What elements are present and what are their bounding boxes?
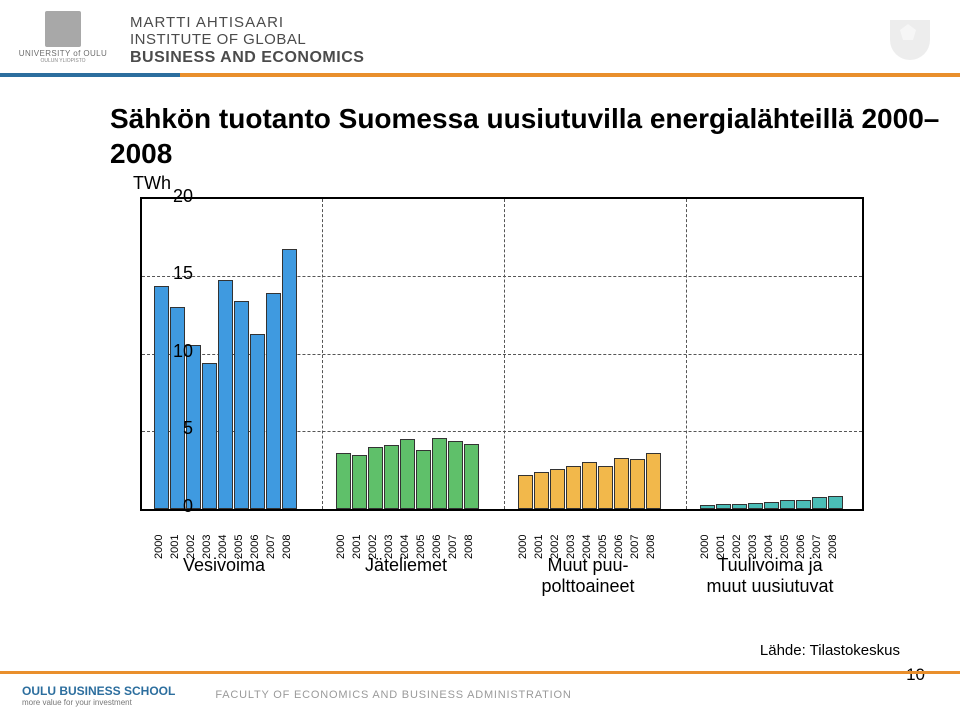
y-tick: 0 xyxy=(163,496,193,517)
x-tick: 2003 xyxy=(382,521,397,559)
uou-sublabel: OULUN YLIOPISTO xyxy=(40,58,85,64)
x-tick: 2000 xyxy=(152,521,167,559)
bar xyxy=(598,466,613,509)
bar xyxy=(282,249,297,509)
category-label: Jäteliemet xyxy=(334,555,478,576)
x-tick: 2006 xyxy=(430,521,445,559)
x-tick: 2002 xyxy=(184,521,199,559)
bar-group xyxy=(336,438,479,509)
bar xyxy=(630,459,645,509)
bar xyxy=(614,458,629,509)
y-tick: 20 xyxy=(163,186,193,207)
y-tick: 15 xyxy=(163,263,193,284)
bar xyxy=(582,462,597,509)
bar xyxy=(416,450,431,509)
x-tick: 2000 xyxy=(698,521,713,559)
x-tick: 2003 xyxy=(746,521,761,559)
x-tick: 2002 xyxy=(366,521,381,559)
bar xyxy=(828,496,843,509)
x-tick: 2007 xyxy=(628,521,643,559)
bar xyxy=(336,453,351,509)
bar xyxy=(170,307,185,509)
x-tick: 2008 xyxy=(280,521,295,559)
x-tick: 2008 xyxy=(644,521,659,559)
x-tick: 2004 xyxy=(398,521,413,559)
bar xyxy=(266,293,281,508)
x-tick: 2002 xyxy=(548,521,563,559)
x-tick: 2001 xyxy=(532,521,547,559)
bar xyxy=(448,441,463,509)
bar xyxy=(796,500,811,509)
source-label: Lähde: Tilastokeskus xyxy=(760,642,900,659)
obs-logo: OULU BUSINESS SCHOOL more value for your… xyxy=(22,684,175,707)
x-tick: 2000 xyxy=(516,521,531,559)
bar xyxy=(518,475,533,509)
institute-name: MARTTI AHTISAARI INSTITUTE OF GLOBAL BUS… xyxy=(130,8,364,67)
bar xyxy=(464,444,479,509)
x-tick: 2008 xyxy=(462,521,477,559)
bar-group xyxy=(518,453,661,509)
x-tick: 2008 xyxy=(826,521,841,559)
bar xyxy=(352,455,367,509)
bar xyxy=(154,286,169,509)
x-tick: 2006 xyxy=(248,521,263,559)
bar xyxy=(400,439,415,509)
header: UNIVERSITY of OULU OULUN YLIOPISTO MARTT… xyxy=(0,0,960,67)
faculty-label: FACULTY OF ECONOMICS AND BUSINESS ADMINI… xyxy=(215,689,571,701)
crest-icon xyxy=(880,10,940,70)
bar xyxy=(534,472,549,509)
category-label: Muut puu-polttoaineet xyxy=(516,555,660,596)
bar xyxy=(550,469,565,509)
uou-label: UNIVERSITY of OULU xyxy=(19,49,107,58)
x-tick: 2001 xyxy=(350,521,365,559)
bar xyxy=(250,334,265,509)
bar xyxy=(432,438,447,509)
x-tick: 2005 xyxy=(232,521,247,559)
x-tick: 2004 xyxy=(580,521,595,559)
x-tick: 2000 xyxy=(334,521,349,559)
y-tick: 10 xyxy=(163,341,193,362)
bar-group xyxy=(154,249,297,509)
x-tick: 2006 xyxy=(794,521,809,559)
plot-area xyxy=(140,197,864,511)
bar xyxy=(646,453,661,509)
x-tick: 2002 xyxy=(730,521,745,559)
bar xyxy=(234,301,249,509)
x-tick: 2004 xyxy=(216,521,231,559)
bar xyxy=(566,466,581,509)
x-axis-labels: 2000200120022003200420052006200720082000… xyxy=(140,509,860,559)
chart: TWh 200020012002200320042005200620072008… xyxy=(95,177,875,607)
x-tick: 2007 xyxy=(446,521,461,559)
x-tick: 2001 xyxy=(168,521,183,559)
bar xyxy=(764,502,779,509)
x-tick: 2007 xyxy=(264,521,279,559)
x-tick: 2007 xyxy=(810,521,825,559)
x-tick: 2003 xyxy=(564,521,579,559)
bar xyxy=(218,280,233,509)
x-tick: 2003 xyxy=(200,521,215,559)
university-of-oulu-logo: UNIVERSITY of OULU OULUN YLIOPISTO xyxy=(18,8,108,66)
page-title: Sähkön tuotanto Suomessa uusiutuvilla en… xyxy=(0,83,960,177)
category-label: Vesivoima xyxy=(152,555,296,576)
bar xyxy=(780,500,795,509)
x-tick: 2006 xyxy=(612,521,627,559)
x-tick: 2005 xyxy=(414,521,429,559)
bar xyxy=(812,497,827,509)
x-tick: 2005 xyxy=(596,521,611,559)
x-tick: 2004 xyxy=(762,521,777,559)
bar xyxy=(384,445,399,509)
bar xyxy=(202,363,217,509)
y-tick: 5 xyxy=(163,418,193,439)
x-tick: 2001 xyxy=(714,521,729,559)
accent-bar xyxy=(0,73,960,83)
category-label: Tuulivoima jamuut uusiutuvat xyxy=(698,555,842,596)
bar xyxy=(368,447,383,509)
x-tick: 2005 xyxy=(778,521,793,559)
bar-group xyxy=(700,496,843,509)
footer: OULU BUSINESS SCHOOL more value for your… xyxy=(0,671,960,719)
